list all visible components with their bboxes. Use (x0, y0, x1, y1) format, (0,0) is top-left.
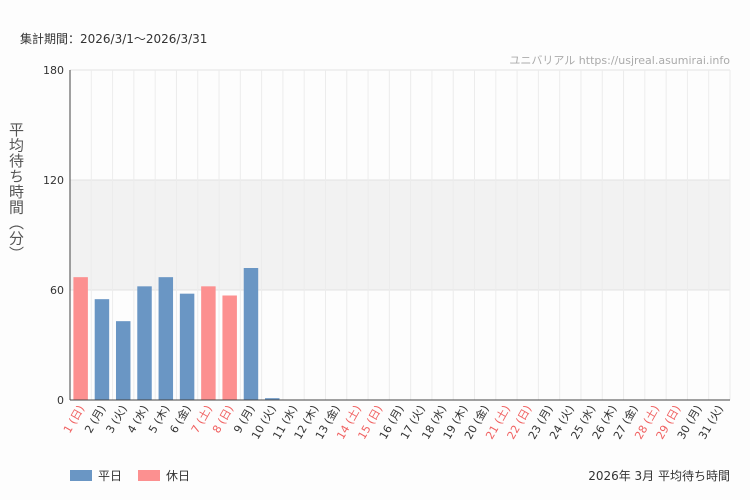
chart-caption: 2026年 3月 平均待ち時間 (588, 469, 730, 483)
legend-swatch-weekday (70, 470, 92, 481)
legend-swatch-holiday (138, 470, 161, 481)
y-tick-label: 0 (57, 394, 64, 407)
legend: 平日 休日 (70, 467, 190, 484)
x-tick-labels: 1 (日)2 (月)3 (火)4 (水)5 (木)6 (金)7 (土)8 (日)… (61, 402, 726, 441)
grid-lines (69, 69, 731, 400)
shaded-band (70, 180, 730, 290)
bar (243, 268, 259, 400)
bar (265, 398, 280, 400)
legend-label-weekday: 平日 (98, 469, 123, 483)
bar (179, 293, 195, 400)
bar (201, 286, 216, 400)
bar (73, 277, 88, 400)
y-tick-label: 180 (43, 64, 64, 77)
y-tick-label: 120 (43, 174, 64, 187)
bar (137, 286, 152, 400)
bar (115, 321, 131, 400)
y-axis-label: 平均待ち時間（分） (7, 122, 25, 262)
watermark: ユニバリアル https://usjreal.asumirai.info (509, 54, 730, 67)
bar (94, 299, 110, 400)
bar (222, 295, 237, 400)
axes (69, 70, 730, 401)
period-label: 集計期間：2026/3/1～2026/3/31 (20, 32, 208, 46)
bar (158, 277, 174, 400)
bars (73, 268, 280, 400)
y-tick-label: 60 (50, 284, 64, 297)
legend-label-holiday: 休日 (166, 469, 191, 483)
y-tick-labels: 0 60 120 180 (43, 64, 64, 407)
